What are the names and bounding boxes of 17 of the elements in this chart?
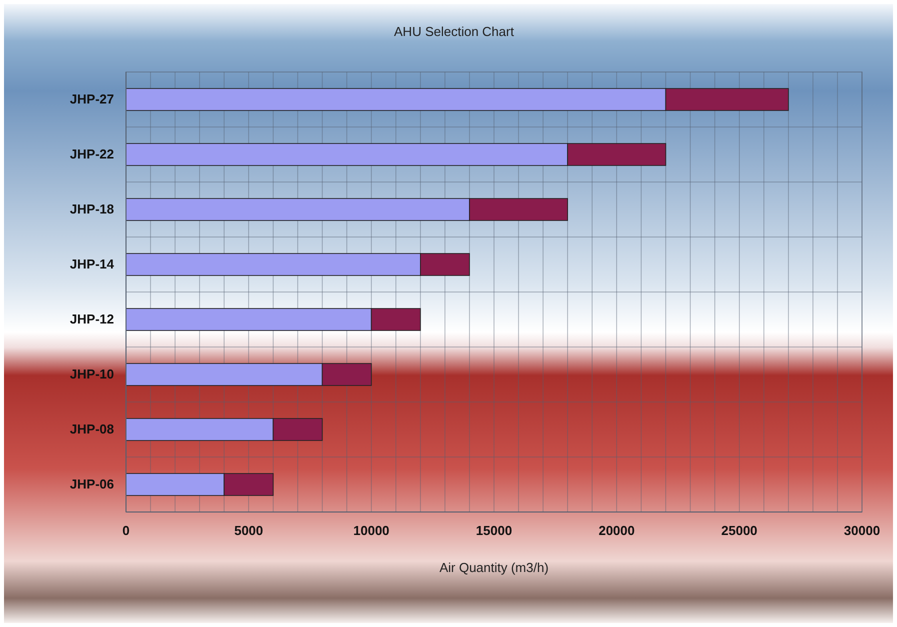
y-tick-label: JHP-14 (70, 256, 115, 272)
y-tick-label: JHP-27 (70, 92, 114, 107)
chart-title: AHU Selection Chart (394, 24, 514, 39)
x-tick-label: 10000 (353, 523, 390, 538)
y-tick-label: JHP-18 (70, 202, 114, 217)
y-tick-label: JHP-08 (70, 422, 114, 437)
x-tick-label: 30000 (844, 523, 880, 538)
x-tick-label: 25000 (721, 523, 758, 538)
y-tick-label: JHP-10 (70, 366, 114, 382)
x-tick-label: 20000 (598, 523, 635, 538)
x-tick-label: 5000 (234, 523, 264, 538)
x-tick-label: 0 (122, 523, 130, 538)
y-tick-label: JHP-22 (70, 146, 114, 162)
y-tick-label: JHP-12 (70, 312, 114, 327)
y-tick-label: JHP-06 (70, 476, 114, 492)
x-tick-label: 15000 (476, 523, 512, 538)
x-axis-title: Air Quantity (m3/h) (439, 560, 549, 575)
